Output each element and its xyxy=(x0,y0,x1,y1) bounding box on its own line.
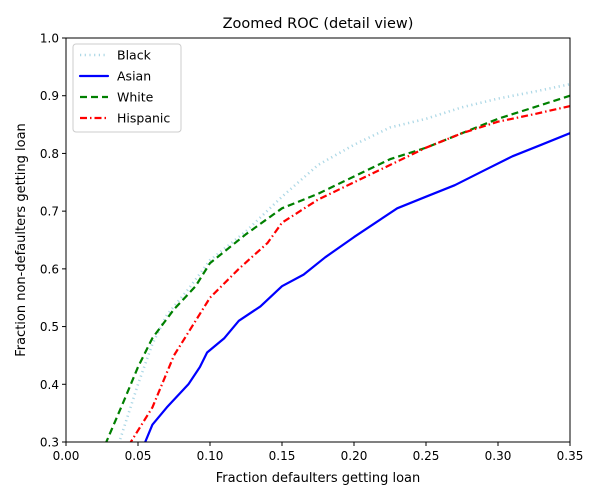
series-line-black xyxy=(117,82,570,442)
x-tick-label: 0.15 xyxy=(269,449,296,463)
y-tick-label: 0.4 xyxy=(40,378,59,392)
x-tick-label: 0.35 xyxy=(557,449,584,463)
series-lines xyxy=(105,82,570,442)
x-tick-label: 0.20 xyxy=(341,449,368,463)
series-line-hispanic xyxy=(129,105,570,442)
legend-label: Black xyxy=(117,48,152,63)
legend-label: White xyxy=(117,90,154,105)
x-axis: 0.00 0.05 0.10 0.15 0.20 0.25 0.30 0.35 xyxy=(53,442,584,463)
x-axis-label: Fraction defaulters getting loan xyxy=(216,471,420,486)
legend: Black Asian White Hispanic xyxy=(72,43,182,133)
legend-item-hispanic: Hispanic xyxy=(80,111,170,126)
y-tick-label: 0.6 xyxy=(40,262,59,276)
x-tick-label: 0.00 xyxy=(53,449,80,463)
x-tick-label: 0.25 xyxy=(413,449,440,463)
series-line-asian xyxy=(144,132,570,442)
x-tick-label: 0.05 xyxy=(125,449,152,463)
y-tick-label: 0.7 xyxy=(40,205,59,219)
legend-box xyxy=(72,43,182,133)
y-tick-label: 0.8 xyxy=(40,147,59,161)
legend-item-black: Black xyxy=(80,48,152,63)
y-tick-label: 0.3 xyxy=(40,436,59,450)
y-axis: 0.3 0.4 0.5 0.6 0.7 0.8 0.9 1.0 xyxy=(40,32,66,450)
x-tick-label: 0.30 xyxy=(485,449,512,463)
legend-item-asian: Asian xyxy=(78,69,151,84)
series-line-white xyxy=(105,94,570,442)
plot-frame xyxy=(65,37,571,443)
legend-item-white: White xyxy=(80,90,154,105)
legend-label: Hispanic xyxy=(117,111,170,126)
y-tick-label: 0.9 xyxy=(40,89,59,103)
y-tick-label: 1.0 xyxy=(40,32,59,46)
legend-label: Asian xyxy=(117,69,151,84)
y-tick-label: 0.5 xyxy=(40,320,59,334)
x-tick-label: 0.10 xyxy=(197,449,224,463)
chart-title: Zoomed ROC (detail view) xyxy=(223,16,414,32)
y-axis-label: Fraction non-defaulters getting loan xyxy=(14,123,29,357)
